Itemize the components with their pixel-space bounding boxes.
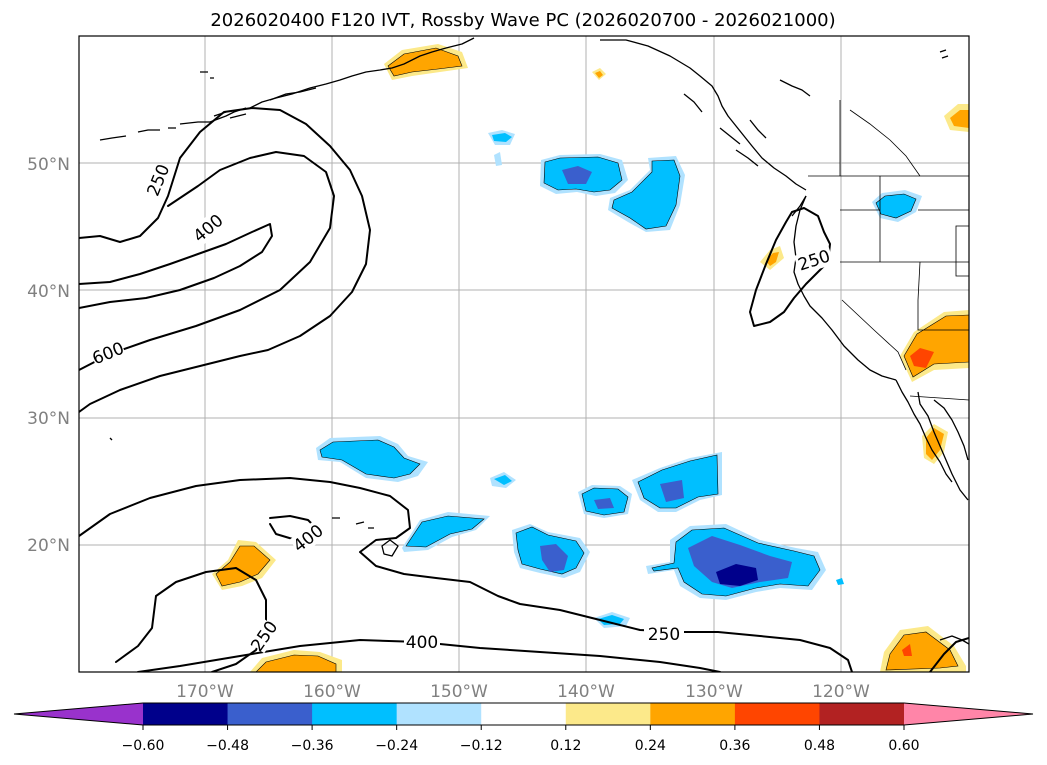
colorbar-tick-label: 0.24 bbox=[635, 738, 666, 754]
colorbar-tick-label: −0.36 bbox=[291, 738, 334, 754]
colorbar-segment bbox=[481, 703, 567, 725]
political-borders bbox=[808, 100, 969, 401]
lon-label-150w: 150°W bbox=[430, 682, 488, 702]
colorbar-segment bbox=[819, 703, 905, 725]
colorbar-segment bbox=[227, 703, 313, 725]
lon-label-170w: 170°W bbox=[176, 682, 234, 702]
figure-title: 2026020400 F120 IVT, Rossby Wave PC (202… bbox=[210, 10, 835, 31]
lat-label-20n: 20°N bbox=[27, 536, 70, 556]
map-frame bbox=[78, 35, 970, 673]
colorbar-segment bbox=[650, 703, 736, 725]
colorbar-segment bbox=[143, 703, 229, 725]
colorbar-extend-low bbox=[14, 703, 143, 725]
lat-label-40n: 40°N bbox=[27, 282, 70, 302]
longitude-labels: 170°W 160°W 150°W 140°W 130°W 120°W bbox=[176, 682, 870, 702]
map-panel: 250 400 600 400 250 400 250 250 bbox=[79, 36, 969, 672]
lat-label-30n: 30°N bbox=[27, 409, 70, 429]
colorbar-tick-label: −0.48 bbox=[206, 738, 249, 754]
positive-anomaly-regions bbox=[212, 44, 969, 672]
gridlines bbox=[79, 36, 969, 672]
colorbar-tick-label: 0.60 bbox=[888, 738, 919, 754]
colorbar-tick-label: 0.48 bbox=[804, 738, 835, 754]
colorbar-tick-label: 0.12 bbox=[550, 738, 581, 754]
lon-label-120w: 120°W bbox=[812, 682, 870, 702]
colorbar-tick-label: −0.60 bbox=[122, 738, 165, 754]
coastlines bbox=[99, 37, 969, 645]
colorbar: −0.60 −0.48 −0.36 −0.24 −0.12 0.12 0.24 0.36 0.4… bbox=[13, 702, 1034, 754]
contour-label-250-south: 250 bbox=[648, 625, 680, 645]
lon-label-160w: 160°W bbox=[303, 682, 361, 702]
negative-anomaly-regions bbox=[316, 130, 922, 628]
colorbar-segment bbox=[565, 703, 651, 725]
colorbar-tick-label: 0.36 bbox=[719, 738, 750, 754]
colorbar-extend-high bbox=[904, 703, 1033, 725]
contour-label-400-south: 400 bbox=[406, 633, 438, 653]
colorbar-tick-label: −0.12 bbox=[460, 738, 503, 754]
colorbar-segment bbox=[396, 703, 482, 725]
latitude-labels: 50°N 40°N 30°N 20°N bbox=[27, 155, 70, 556]
colorbar-tick-label: −0.24 bbox=[375, 738, 418, 754]
lat-label-50n: 50°N bbox=[27, 155, 70, 175]
lon-label-130w: 130°W bbox=[685, 682, 743, 702]
lon-label-140w: 140°W bbox=[557, 682, 615, 702]
colorbar-segment bbox=[734, 703, 820, 725]
colorbar-segment bbox=[312, 703, 398, 725]
